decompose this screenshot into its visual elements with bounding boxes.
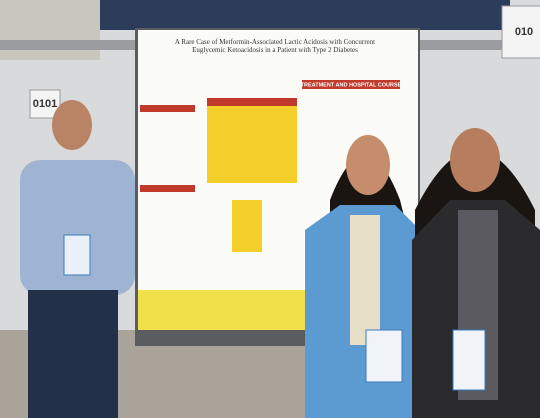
table (207, 98, 297, 183)
section-bar (140, 185, 195, 192)
sign-label: 010 (515, 26, 533, 38)
poster-section: TREATMENT AND HOSPITAL COURSE (301, 82, 402, 88)
top (350, 215, 380, 345)
head (346, 135, 390, 195)
badge (63, 234, 91, 276)
badge (452, 329, 486, 391)
poster-title: A Rare Case of Metformin-Associated Lact… (174, 38, 376, 55)
section-bar (302, 80, 400, 89)
head (450, 128, 500, 192)
section-bar (207, 98, 297, 106)
sign (501, 5, 540, 59)
sign-label: 0101 (33, 98, 57, 110)
head (52, 100, 92, 150)
poster-footer (138, 290, 308, 330)
badge (365, 329, 403, 383)
wall-left (0, 0, 100, 60)
pants (28, 290, 118, 418)
section-bar (140, 105, 195, 112)
ceiling (90, 0, 510, 30)
shirt (20, 160, 135, 295)
poster-title-box: A Rare Case of Metformin-Associated Lact… (174, 38, 376, 55)
figure (232, 200, 262, 252)
